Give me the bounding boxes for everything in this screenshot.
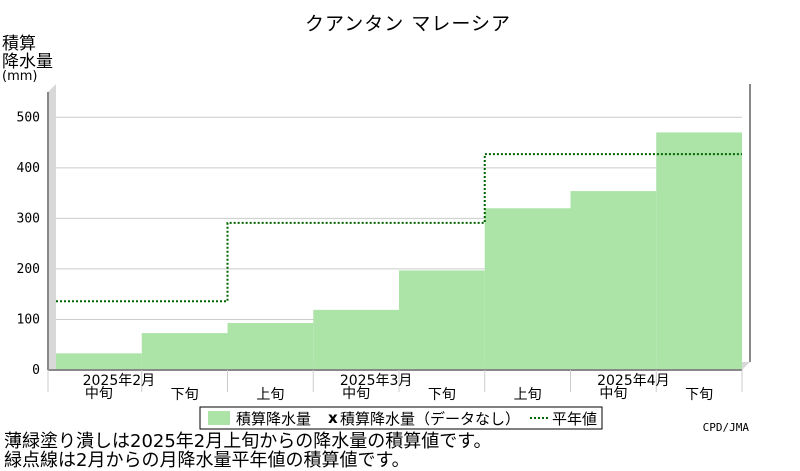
legend-label-normal: 平年値 xyxy=(552,410,597,428)
bar-3月下旬 xyxy=(399,270,485,370)
note-normal: 緑点線は2月からの月降水量平年値の積算値です。 xyxy=(4,450,410,471)
plot-left-wall xyxy=(48,84,56,370)
x-tick-label: 下旬 xyxy=(171,387,199,403)
plot-area: 0 100 200 300 400 500 中旬 下旬 上旬 中旬 下旬 上旬 中旬 下旬 2025年2月 2… xyxy=(17,84,751,403)
bar-2月下旬 xyxy=(141,333,228,370)
x-group-label: 2025年2月 xyxy=(83,373,156,389)
y-tick-label: 0 xyxy=(32,363,40,378)
chart-title: クアンタン マレーシア xyxy=(305,13,511,35)
bar-3月上旬 xyxy=(227,322,314,370)
x-tick-label: 中旬 xyxy=(342,386,370,402)
x-tick-label: 中旬 xyxy=(599,386,627,402)
legend-swatch-accumulated xyxy=(208,411,230,425)
y-axis-label-line-1: 積算 xyxy=(2,34,36,54)
x-group-label: 2025年3月 xyxy=(340,373,413,389)
bar-4月上旬 xyxy=(484,208,571,370)
legend-label-no-data: 積算降水量（データなし） xyxy=(340,410,520,428)
y-tick-label: 300 xyxy=(17,211,40,226)
legend-marker-no-data: x xyxy=(328,409,338,427)
source-credit: CPD/JMA xyxy=(703,421,750,434)
note-accumulated: 薄緑塗り潰しは2025年2月上旬からの降水量の積算値です。 xyxy=(4,431,492,452)
y-tick-label: 200 xyxy=(17,262,40,277)
bar-3月中旬 xyxy=(313,309,399,370)
legend: 積算降水量 x 積算降水量（データなし） 平年値 xyxy=(199,406,603,430)
y-axis-label-line-2: 降水量 xyxy=(2,52,53,72)
normal-step-line xyxy=(56,153,742,303)
bar-4月中旬 xyxy=(570,191,657,370)
y-tick-label: 100 xyxy=(17,312,40,327)
bar-4月下旬 xyxy=(656,132,742,370)
legend-label-accumulated: 積算降水量 xyxy=(236,410,311,428)
bar-2月中旬 xyxy=(56,353,142,370)
x-group-label: 2025年4月 xyxy=(597,373,670,389)
x-tick-label: 上旬 xyxy=(256,387,284,403)
y-tick-label: 400 xyxy=(17,161,40,176)
legend-box xyxy=(199,406,603,430)
y-tick-label: 500 xyxy=(17,110,40,125)
x-tick-label: 下旬 xyxy=(685,387,713,403)
x-tick-label: 中旬 xyxy=(85,386,113,402)
y-axis-unit: (mm) xyxy=(2,69,37,84)
x-tick-label: 下旬 xyxy=(428,387,456,403)
x-tick-label: 上旬 xyxy=(514,387,542,403)
